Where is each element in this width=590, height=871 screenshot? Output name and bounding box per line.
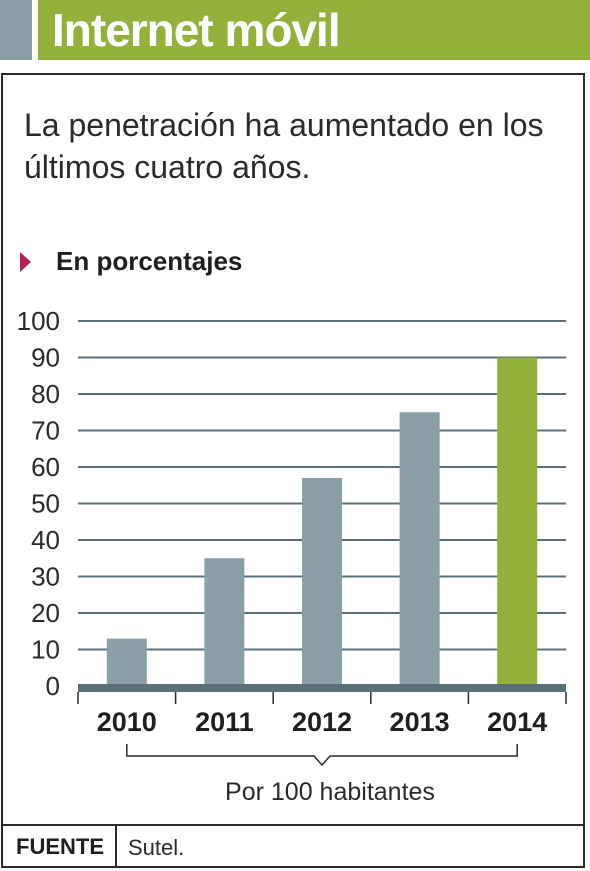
footer-divider-horizontal [1, 824, 585, 826]
x-axis-label: Por 100 habitantes [225, 778, 435, 806]
chart-frame [1, 73, 585, 868]
y-tick-label: 10 [31, 635, 60, 665]
y-tick-label: 90 [31, 343, 60, 373]
bars [106, 357, 538, 686]
bar-2010 [106, 638, 147, 686]
y-tick-label: 50 [31, 489, 60, 519]
bar-2013 [399, 412, 440, 686]
y-tick-label: 0 [46, 671, 60, 701]
x-tick-label-2014: 2014 [487, 707, 547, 737]
y-tick-label: 30 [31, 562, 60, 592]
x-axis-tick-labels: 2010 2011 2012 2013 2014 [97, 707, 547, 737]
source-value: Sutel. [128, 835, 185, 860]
x-tick-label-2011: 2011 [195, 707, 254, 737]
y-tick-label: 100 [17, 306, 60, 336]
bar-2012 [302, 477, 342, 686]
x-axis [77, 684, 567, 704]
triangle-marker-icon [20, 252, 31, 272]
y-tick-label: 60 [31, 452, 60, 482]
bar-2014 [497, 357, 538, 686]
x-axis-brace [126, 744, 518, 767]
bar-2011 [204, 558, 245, 686]
y-tick-label: 70 [31, 416, 60, 446]
chart-title: Internet móvil [52, 4, 341, 56]
x-tick-label-2012: 2012 [292, 707, 352, 737]
y-tick-label: 80 [31, 379, 60, 409]
footer-divider-vertical [115, 826, 117, 868]
x-tick-label-2013: 2013 [390, 707, 450, 737]
chart-subtitle: La penetración ha aumentado en los últim… [24, 107, 544, 185]
y-tick-label: 20 [31, 598, 60, 628]
x-axis-note: Por 100 habitantes [126, 744, 518, 806]
y-tick-label: 40 [31, 525, 60, 555]
source-key: FUENTE [16, 834, 104, 859]
x-tick-label-2010: 2010 [97, 707, 157, 737]
header-accent-block [0, 0, 32, 60]
header-bar [38, 0, 590, 60]
x-axis-baseline [78, 684, 566, 692]
unit-label: En porcentajes [56, 246, 243, 276]
y-axis-tick-labels: 0 10 20 30 40 50 60 70 80 90 100 [17, 306, 60, 701]
